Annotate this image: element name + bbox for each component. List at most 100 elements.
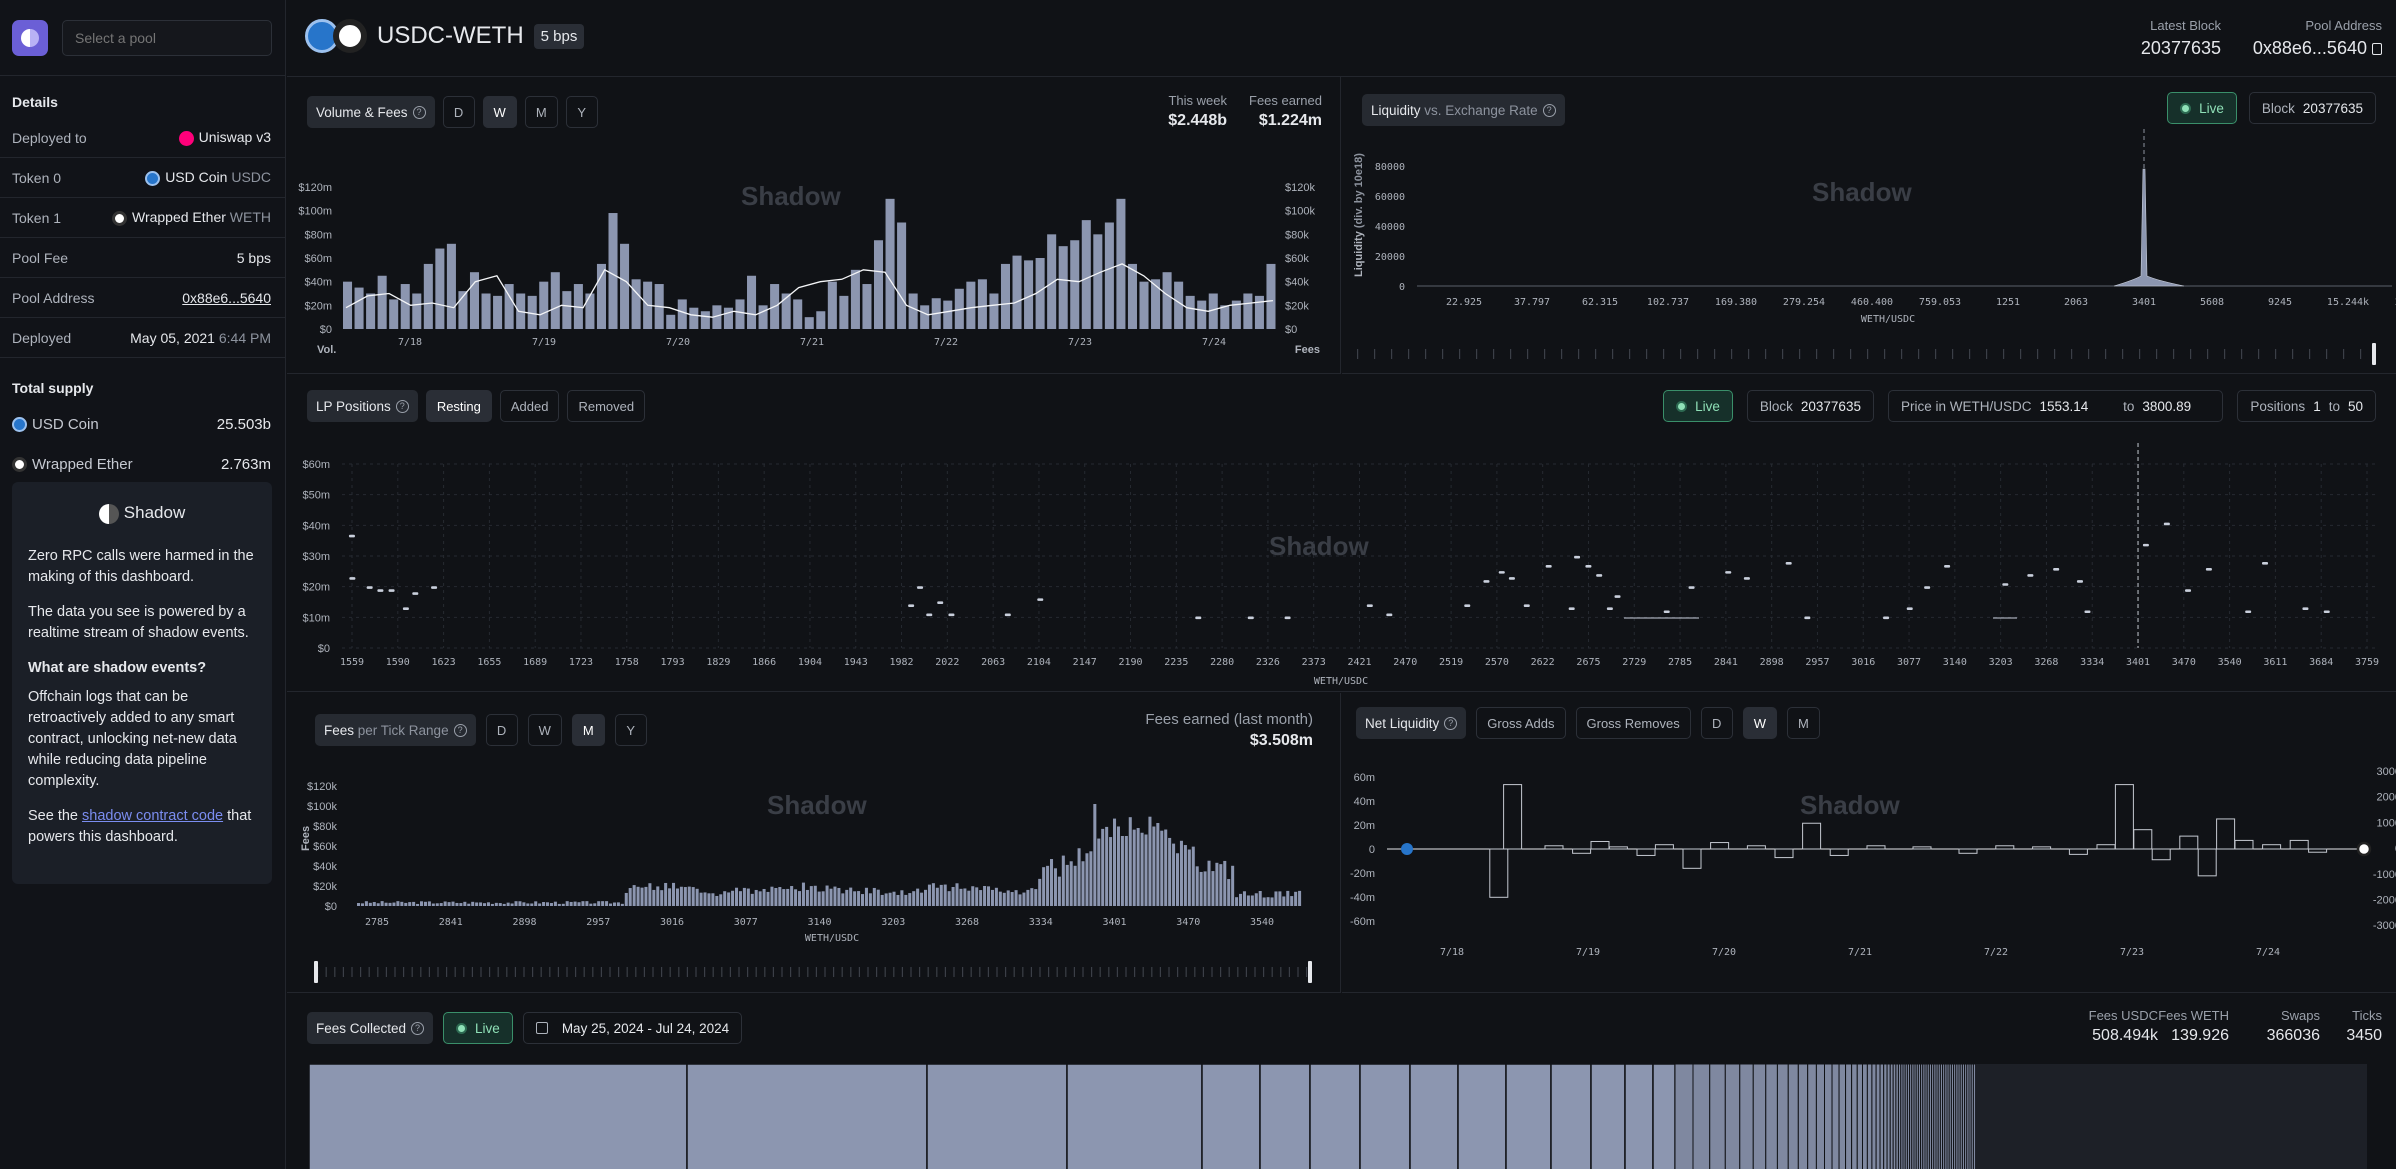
brush-tick [1073,967,1075,977]
shadow-promo-card: Shadow Zero RPC calls were harmed in the… [12,482,272,884]
y-tick: 60000 [1375,192,1405,203]
brush-tick [394,967,396,977]
tab-added[interactable]: Added [499,390,560,422]
help-icon[interactable]: ? [453,723,467,737]
tab-resting[interactable]: Resting [425,390,492,422]
brush-tick [1748,349,1750,359]
tab-d[interactable]: D [1700,707,1733,739]
fee-bar [994,887,998,906]
fee-tile [1807,1063,1817,1169]
help-icon[interactable]: ? [1542,103,1556,117]
help-icon[interactable]: ? [1444,716,1458,730]
fee-bar [601,901,605,906]
lp-position-mark [2084,610,2091,614]
date-range-picker[interactable]: May 25, 2024 - Jul 24, 2024 [522,1012,743,1044]
fee-tile [1824,1063,1833,1169]
y-tick-left: -20m [1350,868,1375,880]
block-field[interactable]: Block 20377635 [2248,92,2376,124]
fee-bar [805,889,809,906]
net-liquidity-bar [2179,835,2199,850]
fee-bar [1057,876,1061,906]
tab-d[interactable]: D [442,96,475,128]
x-tick: 1943 [844,657,868,668]
shadow-logo[interactable] [12,19,48,56]
fee-bar [1081,861,1085,906]
x-tick: 2326 [1256,657,1280,668]
tab-w[interactable]: W [482,96,517,128]
fee-bar [569,901,573,906]
fee-bar [1227,879,1231,906]
fee-bar [368,902,372,906]
brush-tick [1544,349,1546,359]
help-icon[interactable]: ? [411,1021,425,1035]
fee-bar [794,889,798,906]
brush-tick [944,967,946,977]
positions-range-field[interactable]: Positions 1 to 50 [2237,390,2376,422]
fee-bar [1030,888,1034,906]
tab-m[interactable]: M [571,714,605,746]
fee-bar [549,903,553,906]
lp-position-mark [1004,613,1011,617]
brush-tick [1850,349,1852,359]
pool-select-input[interactable] [62,19,272,56]
tab-y[interactable]: Y [614,714,647,746]
live-toggle[interactable]: Live [1663,390,1733,422]
pair-name: USDC-WETH [377,22,524,49]
fee-bar [813,885,817,906]
liquidity-chip[interactable]: Liquidity vs. Exchange Rate? [1362,94,1565,126]
shadow-contract-code-link[interactable]: shadow contract code [82,807,224,824]
fee-bar [581,901,585,906]
live-toggle[interactable]: Live [2167,92,2237,124]
fee-bar [1183,845,1187,906]
brush-tick [876,967,878,977]
tab-d[interactable]: D [485,714,518,746]
live-toggle[interactable]: Live [443,1012,513,1044]
brush-tick [755,967,757,977]
fee-tile [1505,1063,1552,1169]
brush-tick [824,967,826,977]
price-range-field[interactable]: Price in WETH/USDC 1553.14 to 3800.89 [1887,390,2224,422]
brush-tick [1091,967,1093,977]
x-tick: 2063 [981,657,1005,668]
fee-bar [1006,890,1010,906]
fees-per-tick-chip[interactable]: Fees per Tick Range? [315,714,476,746]
tab-gross-adds[interactable]: Gross Adds [1476,707,1566,739]
y-tick: $10m [302,612,330,624]
copy-icon[interactable] [2372,43,2382,56]
tab-y[interactable]: Y [565,96,598,128]
y-tick: $30m [302,551,330,563]
fee-tile [1851,1063,1858,1169]
tab-removed[interactable]: Removed [567,390,646,422]
pool-address-link[interactable]: 0x88e6...5640 [182,289,271,306]
fee-tile [686,1063,928,1169]
x-tick: 1866 [752,657,776,668]
x-tick: 3334 [1029,917,1053,928]
tab-w[interactable]: W [1742,707,1777,739]
volume-bar [366,293,376,329]
lp-positions-chip[interactable]: LP Positions? [307,390,418,422]
volume-fees-chip[interactable]: Volume & Fees? [307,96,435,128]
y-tick: $60m [302,459,330,471]
help-icon[interactable]: ? [395,399,409,413]
volume-bar [758,305,768,329]
fee-bar [423,901,427,906]
tab-gross-removes[interactable]: Gross Removes [1575,707,1691,739]
y-tick: $60k [313,841,337,853]
x-tick: 2785 [365,917,389,928]
volume-bar [862,284,872,329]
brush-tick [1039,967,1041,977]
tab-m[interactable]: M [524,96,558,128]
fee-bar [471,901,475,906]
tab-m[interactable]: M [1786,707,1820,739]
x-tick: 1559 [340,657,364,668]
block-field[interactable]: Block 20377635 [1746,390,1874,422]
fee-bar [990,889,994,906]
net-liquidity-chip[interactable]: Net Liquidity? [1356,707,1467,739]
fee-bar [1116,826,1120,906]
tab-w[interactable]: W [527,714,562,746]
help-icon[interactable]: ? [412,105,426,119]
pair-icons [305,18,367,54]
lp-position-mark [1037,598,1044,601]
fees-collected-chip[interactable]: Fees Collected? [307,1012,434,1044]
x-tick: 2519 [1439,657,1463,668]
